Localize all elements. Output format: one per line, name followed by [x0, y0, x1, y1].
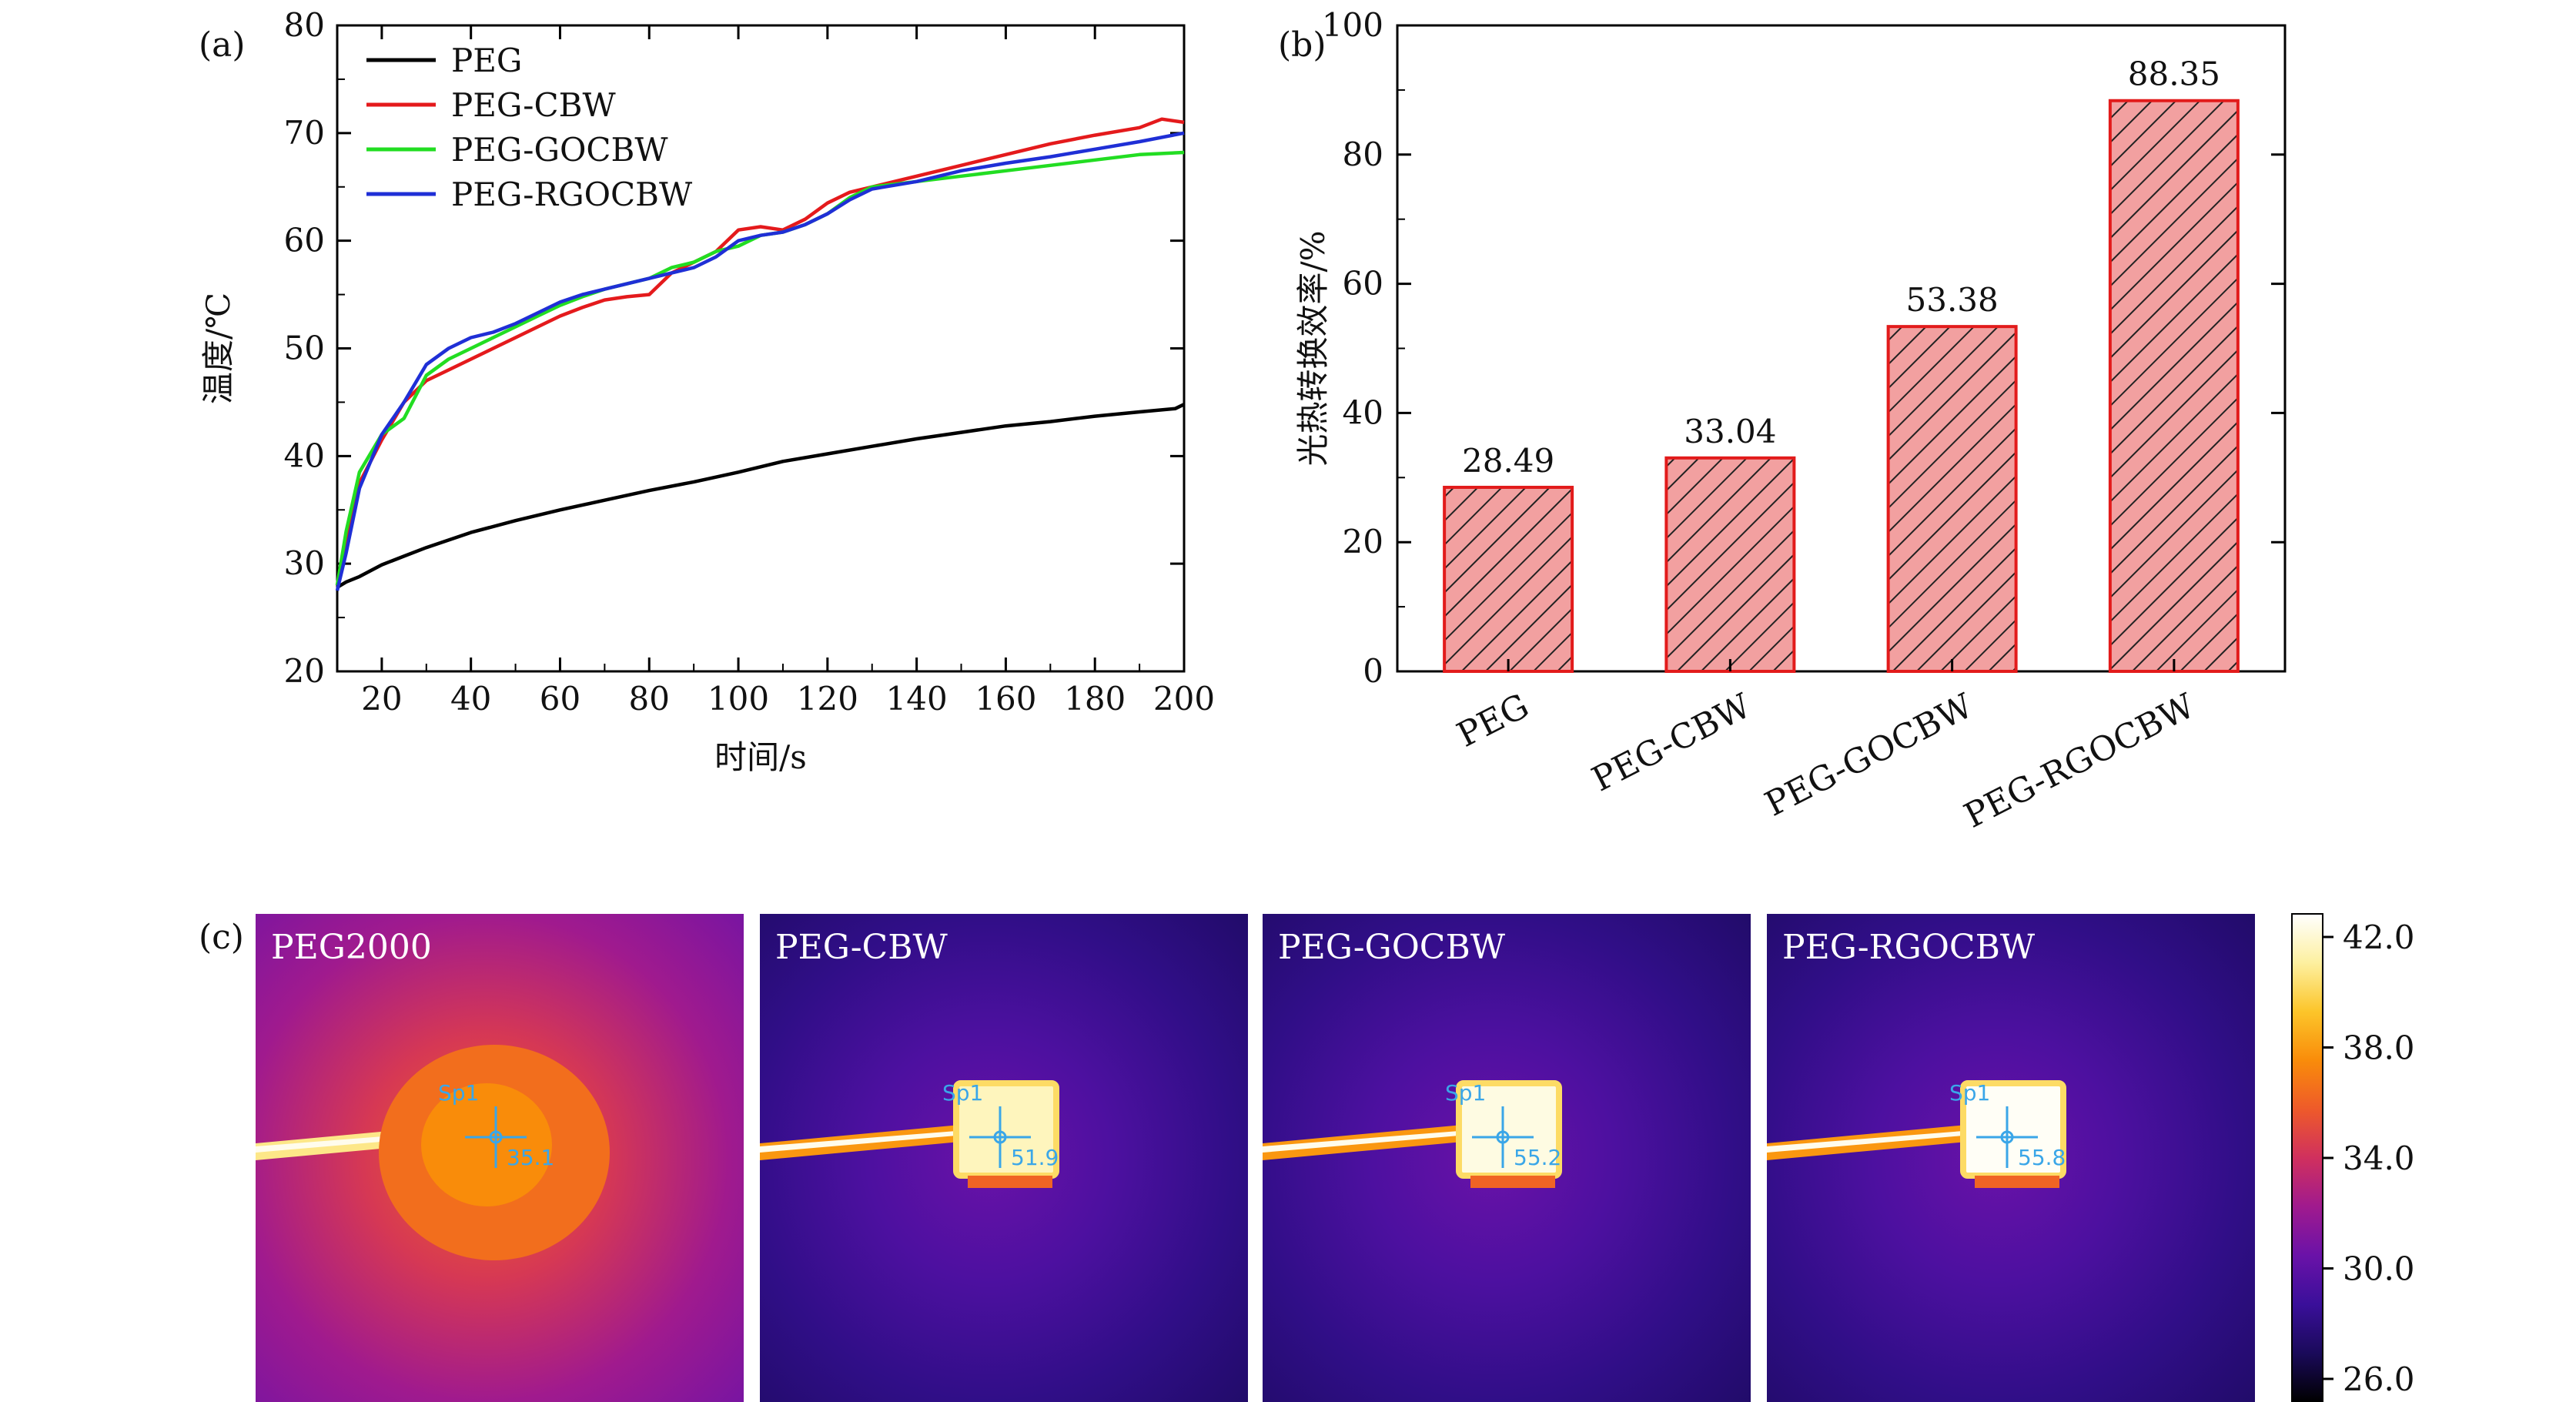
category-label: PEG: [1451, 686, 1535, 755]
panel-c-thermal-images: (c) Sp1 35.1 PEG2000 Sp1 51.9 PEG-CBW Sp1 55.2 P…: [199, 913, 2415, 1402]
spot-marker: [1496, 1130, 1510, 1144]
thermocouple-wire-core: [1767, 1131, 1963, 1153]
x-tick-label: 120: [797, 680, 858, 718]
panel-a-x-axis-label: 时间/s: [714, 738, 807, 776]
thermal-image-label: PEG2000: [271, 928, 432, 967]
category-label: PEG-CBW: [1586, 686, 1758, 799]
legend-label: PEG: [451, 42, 522, 79]
thermal-image-label: PEG-GOCBW: [1278, 928, 1506, 967]
spot-label: Sp1: [1949, 1080, 1990, 1106]
category-label: PEG-RGOCBW: [1958, 686, 2201, 836]
x-tick-label: 160: [975, 680, 1036, 718]
x-tick-label: 80: [629, 680, 670, 718]
series-line-peg-rgocbw: [335, 131, 1185, 591]
y-tick-label: 60: [284, 222, 325, 259]
panel-b-bars: 28.49 PEG 33.04 PEG-CBW 53.38 PEG-GOCBW 88.35 P…: [1443, 55, 2240, 836]
bar-value-label: 88.35: [2128, 55, 2220, 93]
panel-a-y-axis-label: 温度/℃: [199, 293, 237, 404]
panel-a-legend: PEG PEG-CBW PEG-GOCBW PEG-RGOCBW: [366, 42, 693, 213]
y-tick-label: 30: [284, 544, 325, 582]
thermal-image-label: PEG-RGOCBW: [1782, 928, 2036, 967]
bar-peg-rgocbw: [2108, 99, 2240, 673]
spot-marker: [2000, 1130, 2014, 1144]
panel-b-tag: (b): [1278, 25, 1326, 65]
spot-marker: [489, 1130, 503, 1144]
x-tick-label: 20: [361, 680, 402, 718]
y-tick-label: 70: [284, 114, 325, 152]
y-tick-label: 100: [1322, 6, 1383, 44]
y-tick-label: 60: [1343, 265, 1383, 303]
series-line-peg-cbw: [335, 117, 1185, 586]
x-tick-label: 40: [450, 680, 491, 718]
y-tick-label: 20: [1343, 523, 1383, 560]
thermocouple-wire-core: [760, 1131, 956, 1153]
spot-temperature: 55.8: [2018, 1145, 2066, 1170]
thermal-image-3: Sp1 55.2 PEG-GOCBW: [1263, 914, 1751, 1402]
bar-value-label: 33.04: [1684, 413, 1776, 450]
panel-a-line-chart: (a) 20 40 60 80 100 120 140 160 180 200 20 30 40 50 60…: [199, 6, 1215, 776]
colorbar-tick-label: 30.0: [2343, 1250, 2415, 1288]
colorbar-tick-label: 34.0: [2343, 1139, 2415, 1177]
thermal-image-2: Sp1 51.9 PEG-CBW: [760, 914, 1248, 1402]
y-tick-label: 40: [284, 437, 325, 474]
y-tick-label: 80: [284, 6, 325, 44]
panel-b-bar-chart: (b) 0 20 40 60 80 100 28.49 PEG 33.04 PEG-CBW 53.…: [1278, 6, 2287, 836]
colorbar-tick-label: 42.0: [2343, 918, 2415, 956]
spot-temperature: 55.2: [1514, 1145, 1561, 1170]
panel-a-axis-ticks: 20 40 60 80 100 120 140 160 180 200 20 30 40 50 60 70 80: [284, 6, 1216, 718]
thermal-image-row: Sp1 35.1 PEG2000 Sp1 51.9 PEG-CBW Sp1 55.2 PEG-G…: [256, 914, 2255, 1402]
thermal-image-4: Sp1 55.8 PEG-RGOCBW: [1767, 914, 2255, 1402]
spot-label: Sp1: [942, 1080, 983, 1106]
y-tick-label: 50: [284, 330, 325, 367]
colorbar-gradient: [2291, 913, 2323, 1402]
colorbar-tick-label: 26.0: [2343, 1360, 2415, 1398]
series-line-peg-gocbw: [335, 150, 1185, 586]
y-tick-label: 20: [284, 652, 325, 690]
temperature-colorbar: 42.0 38.0 34.0 30.0 26.0: [2291, 913, 2415, 1402]
panel-a-tag: (a): [199, 25, 246, 65]
legend-label: PEG-CBW: [451, 86, 616, 124]
panel-b-axis-ticks: 0 20 40 60 80 100: [1322, 6, 2285, 690]
x-tick-label: 200: [1153, 680, 1215, 718]
y-tick-label: 0: [1363, 652, 1383, 690]
y-tick-label: 40: [1343, 393, 1383, 431]
panel-a-series-lines: [335, 117, 1185, 591]
x-tick-label: 60: [540, 680, 580, 718]
series-line-peg: [336, 403, 1185, 589]
legend-label: PEG-RGOCBW: [451, 176, 693, 213]
colorbar-tick-label: 38.0: [2343, 1029, 2415, 1067]
x-tick-label: 100: [708, 680, 769, 718]
x-tick-label: 180: [1064, 680, 1126, 718]
thermal-image-1: Sp1 35.1 PEG2000: [256, 914, 744, 1402]
sample-shadow: [1975, 1176, 2059, 1188]
bar-value-label: 53.38: [1906, 281, 1999, 319]
sample-shadow: [968, 1176, 1052, 1188]
legend-label: PEG-GOCBW: [451, 131, 668, 169]
sample-shadow: [1470, 1176, 1555, 1188]
thermal-image-label: PEG-CBW: [775, 928, 948, 967]
category-label: PEG-GOCBW: [1759, 686, 1980, 825]
panel-c-tag: (c): [199, 918, 244, 957]
x-tick-label: 140: [886, 680, 948, 718]
panel-b-y-axis-label: 光热转换效率/%: [1294, 230, 1332, 466]
spot-temperature: 51.9: [1011, 1145, 1059, 1170]
spot-marker: [993, 1130, 1007, 1144]
y-tick-label: 80: [1343, 136, 1383, 173]
bar-peg-gocbw: [1886, 325, 2018, 673]
thermocouple-wire-core: [1263, 1131, 1459, 1153]
spot-label: Sp1: [438, 1080, 479, 1106]
bar-peg: [1443, 485, 1574, 673]
bar-value-label: 28.49: [1462, 442, 1554, 480]
sample-disk: [421, 1083, 552, 1206]
spot-label: Sp1: [1445, 1080, 1486, 1106]
spot-temperature: 35.1: [507, 1145, 554, 1170]
bar-peg-cbw: [1664, 456, 1796, 673]
